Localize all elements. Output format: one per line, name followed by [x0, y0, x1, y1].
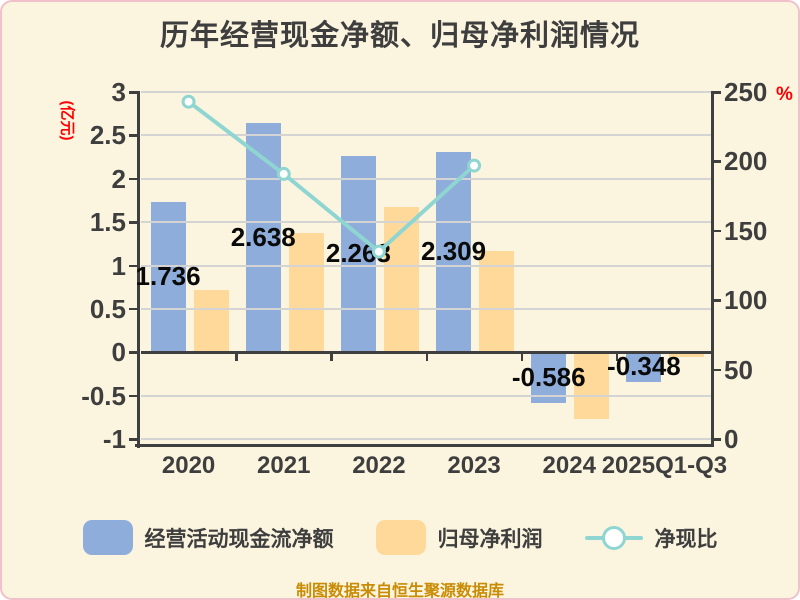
left-axis-tick-label: -0.5: [81, 380, 126, 411]
left-axis-tick: [129, 351, 138, 354]
bar-operating-cashflow: [626, 352, 662, 383]
legend-item-net-profit[interactable]: 归母净利润: [375, 520, 543, 555]
left-axis-spine: [137, 91, 140, 448]
legend-label-net-cash-ratio: 净现比: [654, 527, 718, 551]
gridline: [141, 307, 712, 310]
right-axis-tick-label: 0: [724, 424, 739, 454]
left-axis-tick-label: -1: [102, 424, 126, 454]
chart-title: 历年经营现金净额、归母净利润情况: [159, 20, 640, 52]
bar-operating-cashflow: [531, 352, 567, 404]
left-axis-tick-label: 2.5: [89, 120, 126, 151]
gridline: [141, 264, 712, 267]
category-tick: [520, 352, 524, 362]
legend-swatch-net-profit: [375, 520, 426, 555]
left-axis-tick-label: 0: [111, 337, 126, 368]
gridline: [141, 91, 712, 93]
x-axis-label: 2020: [161, 452, 216, 479]
right-axis-spine: [711, 91, 714, 447]
category-tick: [235, 352, 238, 362]
left-axis-tick: [129, 177, 138, 181]
x-axis-label: 2021: [257, 452, 311, 479]
left-axis-tick-label: 2: [111, 163, 126, 194]
left-axis-tick-label: 1.5: [89, 207, 126, 238]
x-axis-label: 2023: [447, 452, 501, 479]
bar-value-label: -0.348: [607, 351, 681, 382]
right-axis-tick-label: 250: [724, 77, 768, 107]
category-tick: [425, 352, 428, 362]
x-axis-label: 2025Q1-Q3: [601, 452, 728, 479]
left-axis-tick-label: 1: [111, 250, 126, 281]
bar-net-profit: [669, 352, 705, 358]
left-axis-tick-label: 3: [111, 77, 126, 107]
bar-net-profit: [479, 250, 515, 353]
right-axis-tick: [712, 229, 721, 233]
bottom-axis-spine: [135, 444, 714, 447]
legend-label-operating-cashflow: 经营活动现金流净额: [144, 527, 334, 551]
right-axis-percent-label: %: [776, 84, 793, 105]
gridline: [141, 438, 712, 440]
right-axis-tick: [712, 368, 721, 372]
bar-value-label: 2.309: [421, 236, 487, 267]
data-source-caption: 制图数据来自恒生聚源数据库: [295, 583, 504, 600]
gridline: [141, 394, 712, 397]
category-tick: [330, 352, 333, 362]
right-axis-tick-label: 200: [724, 146, 768, 177]
bar-net-profit: [383, 207, 419, 353]
bar-net-profit: [574, 352, 610, 420]
right-axis-tick: [712, 91, 721, 94]
gridline: [141, 134, 712, 137]
left-axis-tick: [129, 134, 138, 137]
gridline: [141, 177, 712, 180]
left-axis-tick: [129, 394, 138, 398]
bar-value-label: 1.736: [135, 260, 201, 291]
right-axis-tick-label: 50: [724, 354, 753, 385]
left-axis-tick: [129, 264, 138, 267]
legend-marker-net-cash-ratio: [584, 525, 643, 550]
bar-value-label: -0.586: [511, 361, 586, 392]
line-marker: [181, 94, 196, 109]
right-axis-tick-label: 150: [724, 215, 768, 246]
x-axis-label: 2024: [542, 452, 596, 479]
right-axis-tick: [712, 438, 721, 441]
left-axis-tick: [129, 438, 138, 441]
legend-swatch-operating-cashflow: [82, 520, 133, 555]
legend-item-operating-cashflow[interactable]: 经营活动现金流净额: [82, 520, 334, 555]
legend-item-net-cash-ratio[interactable]: 净现比: [584, 523, 718, 553]
right-axis-tick: [712, 160, 721, 163]
legend: 经营活动现金流净额 归母净利润 净现比: [2, 520, 798, 555]
bar-net-profit: [193, 289, 229, 353]
left-axis-tick: [129, 91, 138, 94]
right-axis-tick-label: 100: [724, 285, 768, 316]
legend-label-net-profit: 归母净利润: [437, 527, 543, 551]
x-axis-label: 2022: [352, 452, 406, 479]
left-axis-tick: [129, 307, 138, 311]
category-tick: [615, 352, 619, 362]
right-axis-tick: [712, 299, 721, 302]
left-axis-tick-label: 0.5: [89, 293, 126, 324]
left-axis-tick: [129, 221, 138, 224]
bar-operating-cashflow: [150, 201, 186, 353]
